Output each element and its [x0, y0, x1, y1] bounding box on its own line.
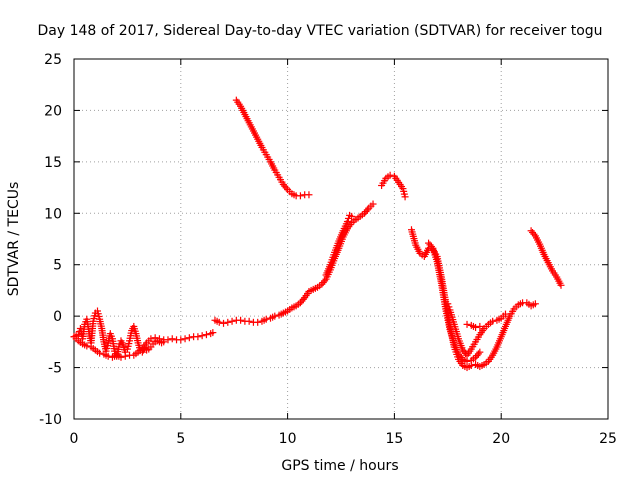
data-point [104, 352, 112, 360]
x-tick-label: 20 [492, 431, 510, 447]
data-point [209, 329, 217, 337]
data-point [557, 281, 565, 289]
x-tick-label: 0 [70, 431, 79, 447]
data-point [74, 331, 82, 339]
data-point [369, 200, 377, 208]
data-point [296, 192, 304, 200]
data-point [476, 322, 484, 330]
data-point [215, 318, 223, 326]
data-point [164, 336, 172, 344]
x-axis-label: GPS time / hours [281, 458, 398, 474]
data-point [489, 317, 497, 325]
data-point [185, 334, 193, 342]
plot-frame [73, 58, 609, 420]
y-tick-label: -5 [48, 361, 62, 377]
data-point [237, 316, 245, 324]
data-point [228, 317, 236, 325]
data-point [160, 338, 168, 346]
data-point [271, 312, 279, 320]
chart-title: Day 148 of 2017, Sidereal Day-to-day VTE… [37, 23, 602, 39]
y-tick-label: 15 [44, 155, 62, 171]
y-tick-label: 0 [53, 309, 62, 325]
grid [74, 59, 608, 419]
x-tick-label: 5 [176, 431, 185, 447]
data-point [96, 349, 104, 357]
y-tick-label: 10 [44, 206, 62, 222]
data-point [147, 335, 155, 343]
data-point [386, 171, 394, 179]
y-axis-label: SDTVAR / TECUs [6, 182, 22, 297]
y-tick-label: 20 [44, 103, 62, 119]
data-point [457, 354, 465, 362]
data-point [83, 342, 91, 350]
data-point [224, 318, 232, 326]
y-tick-label: 25 [44, 52, 62, 68]
data-point [476, 348, 484, 356]
data-point [401, 193, 409, 201]
data-point [444, 300, 452, 308]
data-point [181, 335, 189, 343]
data-point [463, 320, 471, 328]
data-point [245, 317, 253, 325]
data-point [348, 212, 356, 220]
data-point [531, 300, 539, 308]
data-point [198, 332, 206, 340]
data-point [117, 353, 125, 361]
y-tick-label: 5 [53, 258, 62, 274]
x-tick-label: 15 [385, 431, 403, 447]
x-tick-label: 25 [599, 431, 617, 447]
data-point [427, 243, 435, 251]
data-point [121, 352, 129, 360]
data-point [194, 333, 202, 341]
axis-ticks: 0 5 10 15 20 25 -10 -5 0 5 10 15 20 25 [39, 52, 617, 447]
data-point [299, 295, 307, 303]
data-point [321, 277, 329, 285]
data-point [363, 206, 371, 214]
data-point [343, 218, 351, 226]
data-markers [70, 96, 565, 372]
data-point [445, 303, 453, 311]
data-point [282, 184, 290, 192]
data-point [262, 315, 270, 323]
data-point [254, 318, 262, 326]
data-point [530, 230, 538, 238]
data-point [177, 336, 185, 344]
y-tick-label: -10 [39, 412, 62, 428]
data-point [220, 319, 228, 327]
data-point [202, 331, 210, 339]
data-point [501, 310, 509, 318]
x-tick-label: 10 [279, 431, 297, 447]
data-point [463, 357, 471, 365]
data-point [305, 191, 313, 199]
data-point [168, 335, 176, 343]
data-point [472, 323, 480, 331]
data-point [474, 350, 482, 358]
